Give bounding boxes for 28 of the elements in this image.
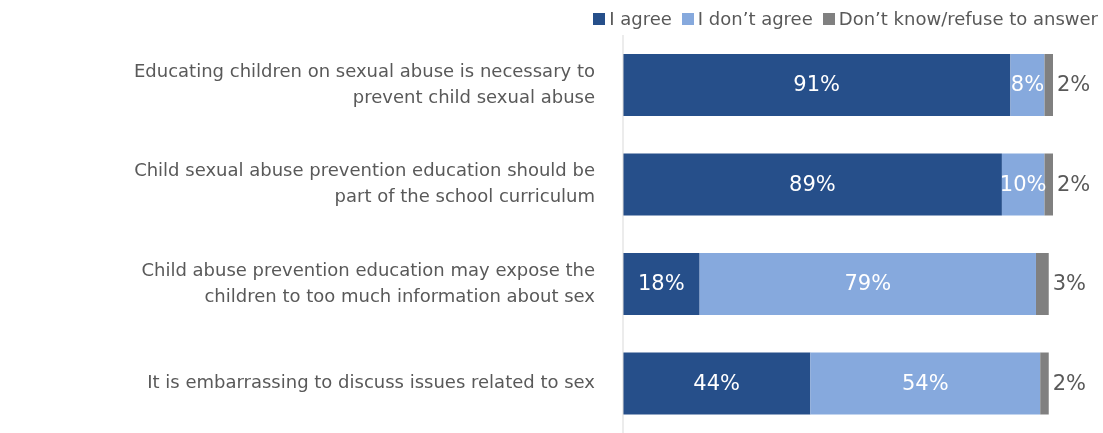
y-tick-label: Child abuse prevention education may expose the children to too much information about sex [141,258,596,306]
legend-label: I don’t agree [696,8,813,29]
data-label: 91% [793,72,841,96]
data-label: 2% [1052,370,1087,395]
data-label: 54% [901,370,949,395]
y-tick-label: Educating children on sexual abuse is necessary to prevent child sexual abuse [133,59,595,107]
bar [1044,153,1053,216]
bar [699,253,1036,315]
bar [1040,352,1049,415]
y-tick-label: It is embarrassing to discuss issues related to sex [147,371,596,393]
bar [1044,54,1053,116]
legend-label: I agree [608,8,672,29]
bar [623,153,1002,216]
data-label: 44% [693,370,741,395]
bar [623,352,811,415]
data-label: 2% [1057,72,1091,96]
data-label: 8% [1010,72,1045,96]
bar [623,253,700,315]
data-label: 79% [844,271,892,295]
bar [623,54,1011,116]
bar [1035,253,1049,315]
bar [810,352,1041,415]
data-label: 2% [1057,171,1091,196]
y-tick-label: Child sexual abuse prevention education should be part of the school curriculum [134,159,595,207]
data-label: 89% [789,171,836,196]
data-label: 3% [1052,271,1087,295]
data-label: 18% [637,271,685,295]
legend-label: Don’t know/refuse to answer [837,8,1098,29]
